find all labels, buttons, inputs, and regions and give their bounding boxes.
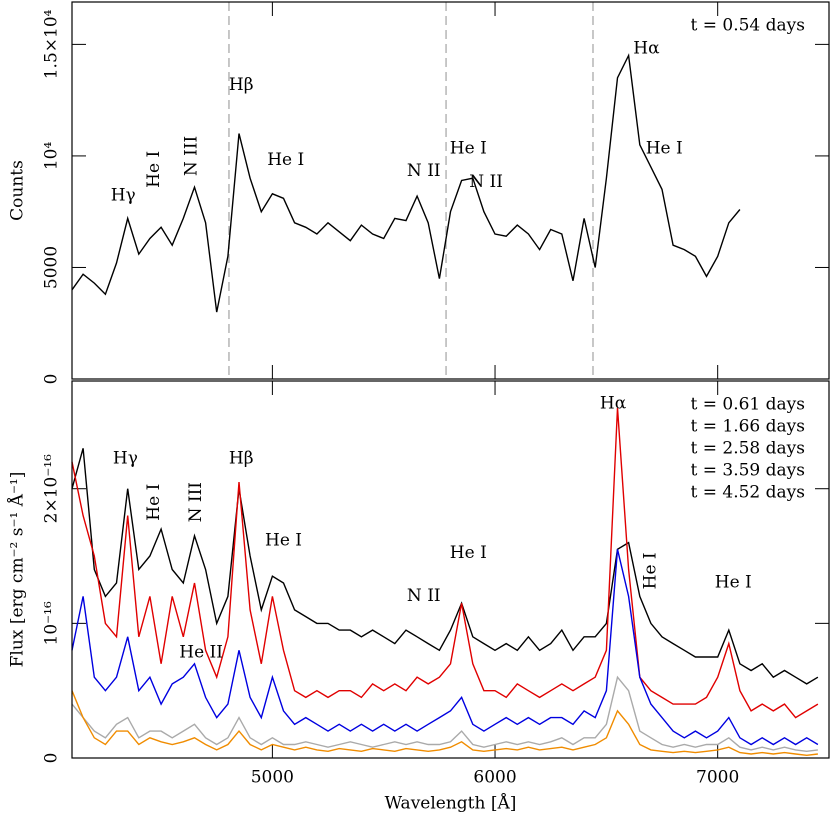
line-annotation: He I [450, 543, 487, 563]
x-tick-label: 5000 [251, 768, 294, 788]
legend-label: t = 0.54 days [691, 16, 805, 36]
line-annotation: He I [144, 484, 164, 521]
spectrum-line [71, 675, 818, 753]
y-tick-label: 0 [42, 374, 62, 385]
spectrum-line [71, 407, 819, 719]
line-annotation: Hγ [111, 186, 136, 206]
line-annotation: He I [450, 139, 487, 159]
y-tick-label: 0 [42, 753, 62, 764]
line-annotation: He I [646, 139, 683, 159]
line-annotation: N II [407, 586, 441, 606]
y-tick-label: 1.5×10⁴ [42, 9, 62, 79]
line-annotation: He I [144, 151, 164, 188]
line-annotation: N III [182, 136, 202, 176]
plot-frame [71, 380, 830, 759]
line-annotation: Hβ [229, 449, 254, 469]
line-annotation: N II [469, 172, 503, 192]
line-annotation: He I [267, 150, 304, 170]
line-annotation: Hγ [113, 449, 138, 469]
legend-label: t = 4.52 days [691, 483, 805, 503]
y-tick-label: 10⁴ [42, 142, 62, 171]
y-tick-label: 5000 [42, 246, 62, 289]
x-axis-label: Wavelength [Å] [385, 793, 517, 814]
spectrum-line [71, 53, 741, 313]
legend-label: t = 1.66 days [691, 417, 805, 437]
line-annotation: Hβ [229, 75, 254, 95]
line-annotation: He I [640, 552, 660, 589]
spectrum-line [71, 690, 818, 757]
spectrum-line [71, 549, 819, 746]
line-annotation: He I [715, 572, 752, 592]
x-tick-label: 6000 [473, 768, 516, 788]
x-tick-label: 7000 [696, 768, 739, 788]
y-axis-label: Flux [erg cm⁻² s⁻¹ Å⁻¹] [7, 472, 28, 668]
y-tick-label: 10⁻¹⁶ [42, 601, 62, 645]
line-annotation: Hα [600, 393, 627, 413]
line-annotation: N III [186, 482, 206, 522]
line-annotation: He I [265, 531, 302, 551]
line-annotation: N II [407, 161, 441, 181]
legend-label: t = 2.58 days [691, 439, 805, 459]
line-annotation: Hα [633, 38, 660, 58]
line-annotation: He II [179, 642, 223, 662]
spectrum-line [71, 448, 819, 685]
plot-frame [71, 1, 830, 380]
legend-label: t = 0.61 days [691, 395, 805, 415]
y-tick-label: 2×10⁻¹⁶ [42, 454, 62, 523]
y-axis-label: Counts [8, 160, 28, 221]
legend-label: t = 3.59 days [691, 461, 805, 481]
